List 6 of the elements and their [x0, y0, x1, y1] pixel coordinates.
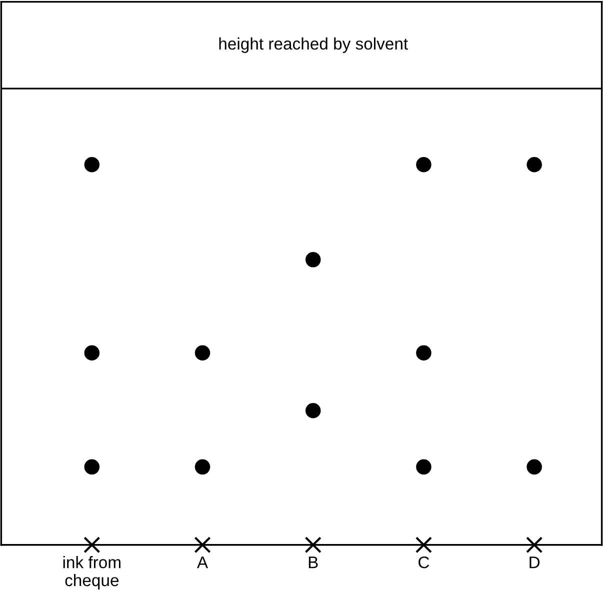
x-tick-label: A — [196, 556, 208, 568]
ref-line-label: height reached by solvent — [219, 37, 408, 53]
x-tick-label: D — [530, 556, 540, 568]
x-tick-label: C — [418, 556, 430, 568]
x-tick-label: B — [308, 556, 318, 568]
x-tick-label: ink from cheque — [63, 556, 120, 590]
